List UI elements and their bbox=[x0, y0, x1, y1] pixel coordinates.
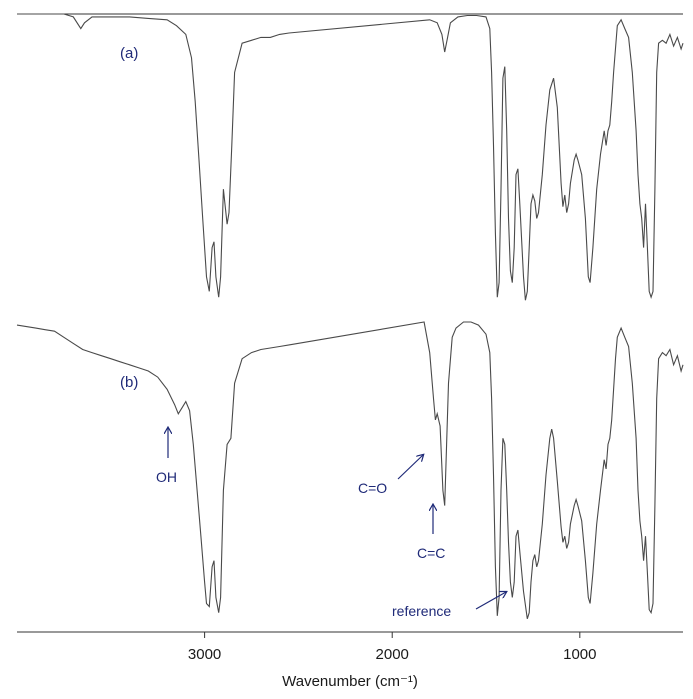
annotation-co: C=O bbox=[358, 455, 423, 496]
series-b-line bbox=[16, 321, 684, 619]
annotation-reference: reference bbox=[392, 592, 506, 619]
series-a-label: (a) bbox=[120, 45, 138, 62]
annotation-reference-label: reference bbox=[392, 603, 451, 619]
series-b-label: (b) bbox=[120, 374, 138, 391]
annotation-co-label: C=O bbox=[358, 480, 387, 496]
x-axis-label: Wavenumber (cm⁻¹) bbox=[282, 673, 418, 690]
x-tick-label: 3000 bbox=[188, 646, 221, 663]
annotation-cc: C=C bbox=[417, 505, 445, 561]
annotation-cc-label: C=C bbox=[417, 545, 445, 561]
annotation-co-arrow bbox=[397, 455, 423, 480]
x-axis-ticks: 3000 2000 1000 bbox=[188, 632, 597, 663]
annotation-reference-arrow bbox=[475, 592, 506, 610]
annotation-oh: OH bbox=[156, 428, 177, 485]
x-tick-label: 1000 bbox=[563, 646, 596, 663]
annotation-oh-label: OH bbox=[156, 469, 177, 485]
x-tick-label: 2000 bbox=[376, 646, 409, 663]
series-a-line bbox=[17, 13, 684, 301]
